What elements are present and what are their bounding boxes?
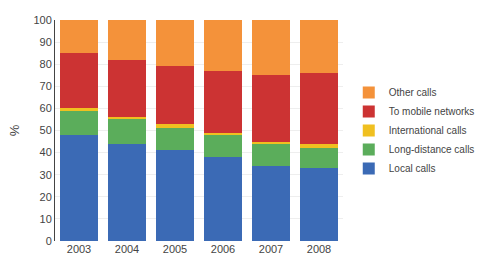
svg-text:100: 100 <box>33 14 51 26</box>
svg-text:60: 60 <box>40 102 52 114</box>
svg-text:70: 70 <box>40 80 52 92</box>
svg-text:Long-distance calls: Long-distance calls <box>389 144 475 155</box>
svg-text:0: 0 <box>46 235 52 247</box>
svg-text:2003: 2003 <box>67 243 91 255</box>
svg-text:2008: 2008 <box>307 243 331 255</box>
svg-text:50: 50 <box>40 124 52 136</box>
svg-text:2006: 2006 <box>211 243 235 255</box>
svg-text:To mobile networks: To mobile networks <box>389 106 475 117</box>
svg-text:80: 80 <box>40 58 52 70</box>
svg-text:Local calls: Local calls <box>389 163 436 174</box>
svg-text:10: 10 <box>40 213 52 225</box>
svg-text:40: 40 <box>40 146 52 158</box>
svg-text:2004: 2004 <box>115 243 139 255</box>
svg-text:20: 20 <box>40 191 52 203</box>
svg-text:International calls: International calls <box>389 125 467 136</box>
svg-text:30: 30 <box>40 169 52 181</box>
svg-text:2007: 2007 <box>259 243 283 255</box>
svg-text:2005: 2005 <box>163 243 187 255</box>
svg-text:%: % <box>7 124 22 136</box>
svg-text:Other calls: Other calls <box>389 87 437 98</box>
svg-text:90: 90 <box>40 36 52 48</box>
